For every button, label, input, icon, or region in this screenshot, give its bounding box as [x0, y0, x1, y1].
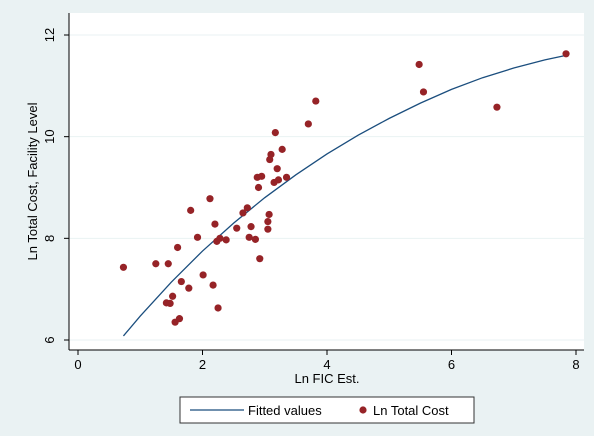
- legend-label-fitted: Fitted values: [248, 403, 322, 418]
- data-point: [312, 97, 320, 105]
- y-tick-label: 12: [42, 28, 57, 42]
- data-point: [304, 120, 312, 128]
- x-tick-label: 4: [323, 357, 330, 372]
- data-point: [273, 165, 281, 173]
- y-axis-title: Ln Total Cost, Facility Level: [25, 102, 40, 260]
- data-point: [256, 255, 264, 263]
- data-point: [177, 277, 185, 286]
- data-point: [264, 217, 272, 226]
- data-point: [415, 60, 423, 69]
- legend: Fitted values Ln Total Cost: [179, 396, 475, 424]
- data-point: [216, 234, 224, 242]
- data-point: [245, 233, 253, 241]
- data-point: [267, 150, 275, 159]
- data-point: [169, 292, 177, 300]
- data-point: [152, 260, 160, 268]
- data-point: [271, 129, 279, 137]
- data-point: [264, 225, 272, 233]
- data-point: [562, 50, 570, 58]
- data-point: [222, 236, 230, 244]
- gridlines: [69, 34, 584, 341]
- data-point: [206, 195, 214, 203]
- x-tick-label: 0: [74, 357, 81, 372]
- axis-ticks: 6 8 10 12 0 2 4 6 8: [42, 28, 580, 372]
- data-point: [274, 176, 283, 184]
- data-point: [243, 204, 251, 212]
- x-tick-label: 6: [448, 357, 455, 372]
- data-point: [254, 183, 263, 192]
- data-point: [175, 315, 184, 323]
- data-point: [233, 224, 241, 232]
- y-tick-label: 6: [42, 336, 57, 343]
- data-point: [265, 210, 273, 219]
- data-point: [258, 172, 266, 180]
- data-point: [199, 271, 207, 279]
- data-point: [164, 260, 172, 268]
- y-tick-label: 8: [42, 235, 57, 242]
- legend-marker-swatch: [359, 406, 367, 414]
- data-point: [278, 145, 286, 153]
- data-point: [239, 209, 247, 217]
- data-point: [174, 243, 182, 252]
- data-point: [282, 173, 291, 181]
- x-tick-label: 8: [572, 357, 579, 372]
- data-point: [214, 304, 222, 312]
- data-point: [209, 281, 217, 289]
- x-axis-title: Ln FIC Est.: [294, 371, 359, 386]
- data-point: [185, 284, 193, 292]
- x-tick-label: 2: [199, 357, 206, 372]
- data-point: [251, 235, 260, 243]
- data-point: [493, 103, 501, 111]
- data-point: [187, 206, 195, 214]
- legend-label-points: Ln Total Cost: [373, 403, 449, 418]
- data-point: [119, 263, 128, 271]
- data-point: [211, 220, 219, 228]
- series-layer: [119, 50, 570, 337]
- fitted-line: [122, 54, 567, 337]
- data-point: [166, 299, 174, 307]
- data-point: [419, 88, 428, 96]
- plot-area: [69, 13, 584, 350]
- y-tick-label: 10: [42, 129, 57, 143]
- data-point: [247, 223, 255, 231]
- data-point: [193, 233, 202, 241]
